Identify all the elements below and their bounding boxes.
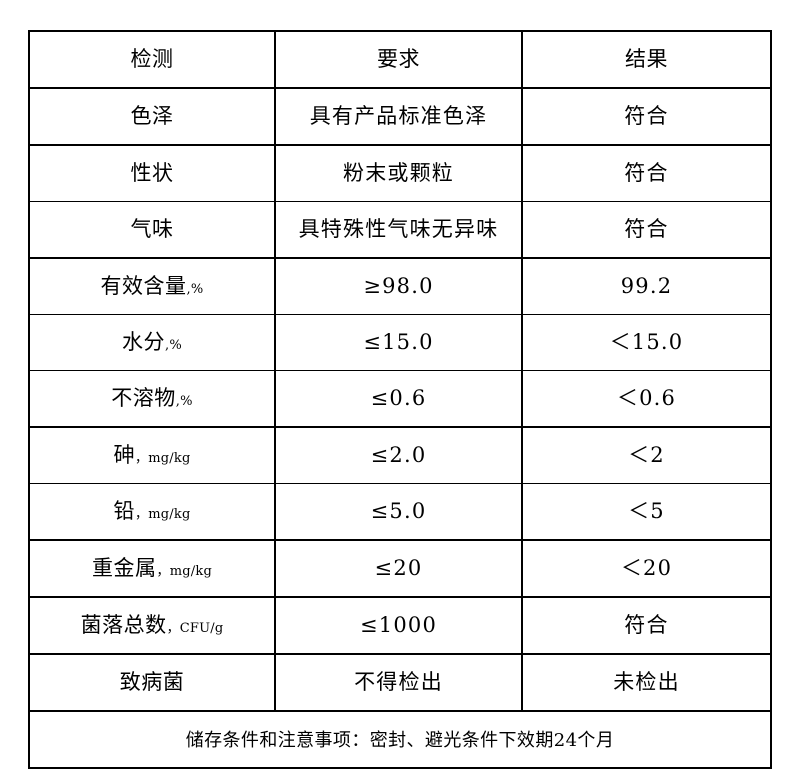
result-value: ＜5 <box>628 498 665 523</box>
cell-item: 有效含量,% <box>28 257 276 315</box>
table-row: 重金属，mg/kg ≤20 ＜20 <box>28 539 772 598</box>
cell-requirement: ≤5.0 <box>274 483 523 541</box>
cell-result: ＜20 <box>521 539 772 598</box>
requirement-value: ≤20 <box>374 555 423 580</box>
result-value: ＜20 <box>620 555 673 580</box>
item-unit: ，mg/kg <box>135 450 191 466</box>
result-value: 99.2 <box>620 273 673 298</box>
item-unit: ，CFU/g <box>166 620 224 636</box>
requirement-value: 粉末或颗粒 <box>343 160 454 185</box>
requirement-value: 具特殊性气味无异味 <box>298 216 499 241</box>
requirement-value: 具有产品标准色泽 <box>309 103 488 128</box>
item-unit: ，mg/kg <box>135 506 191 522</box>
cell-item: 性状 <box>28 144 276 202</box>
table-row: 致病菌 不得检出 未检出 <box>28 653 772 712</box>
header-cell-result: 结果 <box>521 30 772 89</box>
cell-item: 重金属，mg/kg <box>28 539 276 598</box>
cell-result: ＜15.0 <box>521 314 772 371</box>
cell-result: ＜2 <box>521 426 772 484</box>
table-row: 有效含量,% ≥98.0 99.2 <box>28 257 772 315</box>
specification-table: 检测 要求 结果 色泽 具有产品标准色泽 符合 性状 粉末或颗粒 符合 <box>28 30 772 769</box>
cell-item: 菌落总数，CFU/g <box>28 596 276 655</box>
requirement-value: ≤1000 <box>359 612 438 637</box>
item-unit: ,% <box>186 281 204 297</box>
result-value: ＜2 <box>628 442 665 467</box>
cell-requirement: ≤20 <box>274 539 523 598</box>
table-row: 不溶物,% ≤0.6 ＜0.6 <box>28 370 772 428</box>
item-name: 不溶物 <box>111 385 176 410</box>
cell-result: ＜0.6 <box>521 370 772 428</box>
item-unit: ,% <box>165 337 182 353</box>
requirement-value: ≤15.0 <box>363 329 434 354</box>
requirement-value: 不得检出 <box>354 669 443 694</box>
header-cell-requirement: 要求 <box>274 30 523 89</box>
table-header-row: 检测 要求 结果 <box>28 30 772 89</box>
cell-result: 符合 <box>521 201 772 259</box>
cell-requirement: ≤0.6 <box>274 370 523 428</box>
cell-result: ＜5 <box>521 483 772 541</box>
result-value: 符合 <box>624 103 669 128</box>
cell-item: 砷，mg/kg <box>28 426 276 484</box>
table-row: 气味 具特殊性气味无异味 符合 <box>28 201 772 259</box>
requirement-value: ≤5.0 <box>370 498 427 523</box>
item-unit: ,% <box>175 393 193 409</box>
item-name: 性状 <box>130 160 174 185</box>
header-label-requirement: 要求 <box>377 46 420 71</box>
item-name: 色泽 <box>130 103 174 128</box>
table-row: 铅，mg/kg ≤5.0 ＜5 <box>28 483 772 541</box>
result-value: 符合 <box>624 612 669 637</box>
header-cell-item: 检测 <box>28 30 276 89</box>
item-name: 重金属 <box>92 555 157 580</box>
cell-requirement: 具有产品标准色泽 <box>274 87 523 146</box>
requirement-value: ≥98.0 <box>363 273 434 298</box>
item-name: 有效含量 <box>100 273 187 298</box>
result-value: ＜0.6 <box>616 385 677 410</box>
storage-note-row: 储存条件和注意事项：密封、避光条件下效期24个月 <box>28 710 772 769</box>
result-value: 未检出 <box>613 669 680 694</box>
item-unit: ，mg/kg <box>156 563 212 579</box>
header-label-item: 检测 <box>130 46 174 71</box>
requirement-value: ≤2.0 <box>370 442 427 467</box>
cell-requirement: ≤1000 <box>274 596 523 655</box>
cell-requirement: 具特殊性气味无异味 <box>274 201 523 259</box>
table-row: 水分,% ≤15.0 ＜15.0 <box>28 314 772 371</box>
cell-item: 铅，mg/kg <box>28 483 276 541</box>
table-row: 菌落总数，CFU/g ≤1000 符合 <box>28 596 772 655</box>
cell-requirement: ≥98.0 <box>274 257 523 315</box>
cell-item: 气味 <box>28 201 276 259</box>
specification-table-container: 检测 要求 结果 色泽 具有产品标准色泽 符合 性状 粉末或颗粒 符合 <box>28 30 772 769</box>
storage-note-text: 储存条件和注意事项：密封、避光条件下效期24个月 <box>185 729 615 751</box>
table-row: 性状 粉末或颗粒 符合 <box>28 144 772 202</box>
cell-item: 致病菌 <box>28 653 276 712</box>
item-name: 砷 <box>113 442 136 467</box>
item-name: 致病菌 <box>119 669 185 694</box>
cell-item: 色泽 <box>28 87 276 146</box>
cell-item: 水分,% <box>28 314 276 371</box>
cell-result: 未检出 <box>521 653 772 712</box>
requirement-value: ≤0.6 <box>370 385 427 410</box>
specification-table-body: 检测 要求 结果 色泽 具有产品标准色泽 符合 性状 粉末或颗粒 符合 <box>28 30 772 769</box>
cell-requirement: ≤15.0 <box>274 314 523 371</box>
cell-requirement: ≤2.0 <box>274 426 523 484</box>
cell-result: 符合 <box>521 144 772 202</box>
cell-result: 99.2 <box>521 257 772 315</box>
storage-note-cell: 储存条件和注意事项：密封、避光条件下效期24个月 <box>28 710 772 769</box>
item-name: 水分 <box>122 329 166 354</box>
table-row: 砷，mg/kg ≤2.0 ＜2 <box>28 426 772 484</box>
cell-requirement: 粉末或颗粒 <box>274 144 523 202</box>
item-name: 菌落总数 <box>80 612 167 637</box>
cell-requirement: 不得检出 <box>274 653 523 712</box>
item-name: 气味 <box>130 216 174 241</box>
result-value: ＜15.0 <box>609 329 684 354</box>
table-row: 色泽 具有产品标准色泽 符合 <box>28 87 772 146</box>
cell-item: 不溶物,% <box>28 370 276 428</box>
result-value: 符合 <box>624 160 669 185</box>
item-name: 铅 <box>113 498 136 523</box>
result-value: 符合 <box>624 216 669 241</box>
header-label-result: 结果 <box>625 46 668 71</box>
cell-result: 符合 <box>521 596 772 655</box>
cell-result: 符合 <box>521 87 772 146</box>
